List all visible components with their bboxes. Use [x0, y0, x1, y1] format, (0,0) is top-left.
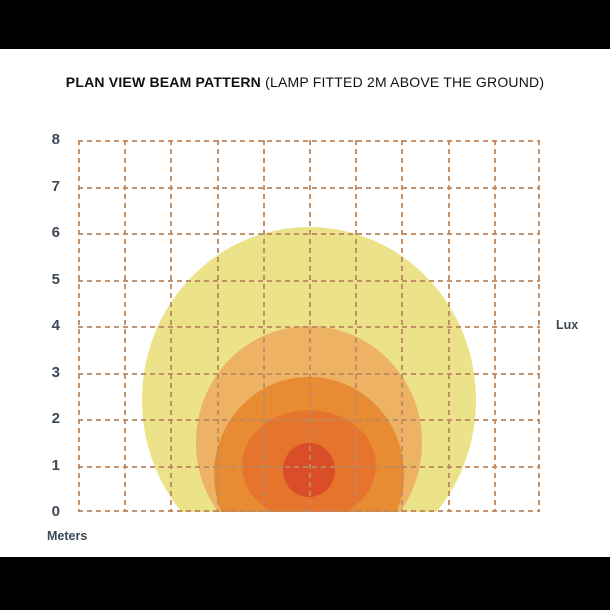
- y-tick-label-0: 0: [51, 503, 60, 520]
- y-tick-label-4: 4: [51, 317, 60, 334]
- x-axis-unit-label: Meters: [47, 529, 88, 543]
- gridline-horizontal: [78, 373, 540, 375]
- gridline-horizontal: [78, 419, 540, 421]
- y-tick-label-2: 2: [51, 410, 60, 427]
- y-tick-label-3: 3: [51, 363, 60, 381]
- beam-ring-zone-5-highest-lux: [282, 443, 336, 498]
- gridline-horizontal: [78, 326, 540, 328]
- chart-title-suffix: (LAMP FITTED 2M ABOVE THE GROUND): [261, 74, 545, 90]
- letterbox-top-bar: [0, 0, 610, 49]
- gridline-horizontal: [78, 187, 540, 189]
- chart-title: PLAN VIEW BEAM PATTERN (LAMP FITTED 2M A…: [0, 74, 610, 90]
- y-tick-label-1: 1: [51, 456, 60, 474]
- right-axis-unit-label: Lux: [556, 318, 579, 332]
- gridline-horizontal: [78, 466, 540, 468]
- gridline-horizontal: [78, 140, 540, 142]
- y-tick-label-6: 6: [51, 224, 60, 241]
- y-tick-label-5: 5: [51, 270, 60, 288]
- chart-title-main: PLAN VIEW BEAM PATTERN: [65, 74, 261, 90]
- gridline-horizontal: [78, 510, 540, 512]
- gridline-horizontal: [78, 233, 540, 235]
- beam-pattern-plot-area: [78, 140, 540, 512]
- gridline-horizontal: [78, 280, 540, 282]
- y-tick-label-8: 8: [51, 131, 60, 148]
- y-tick-label-7: 7: [51, 177, 60, 195]
- letterbox-bottom-bar: [0, 557, 610, 610]
